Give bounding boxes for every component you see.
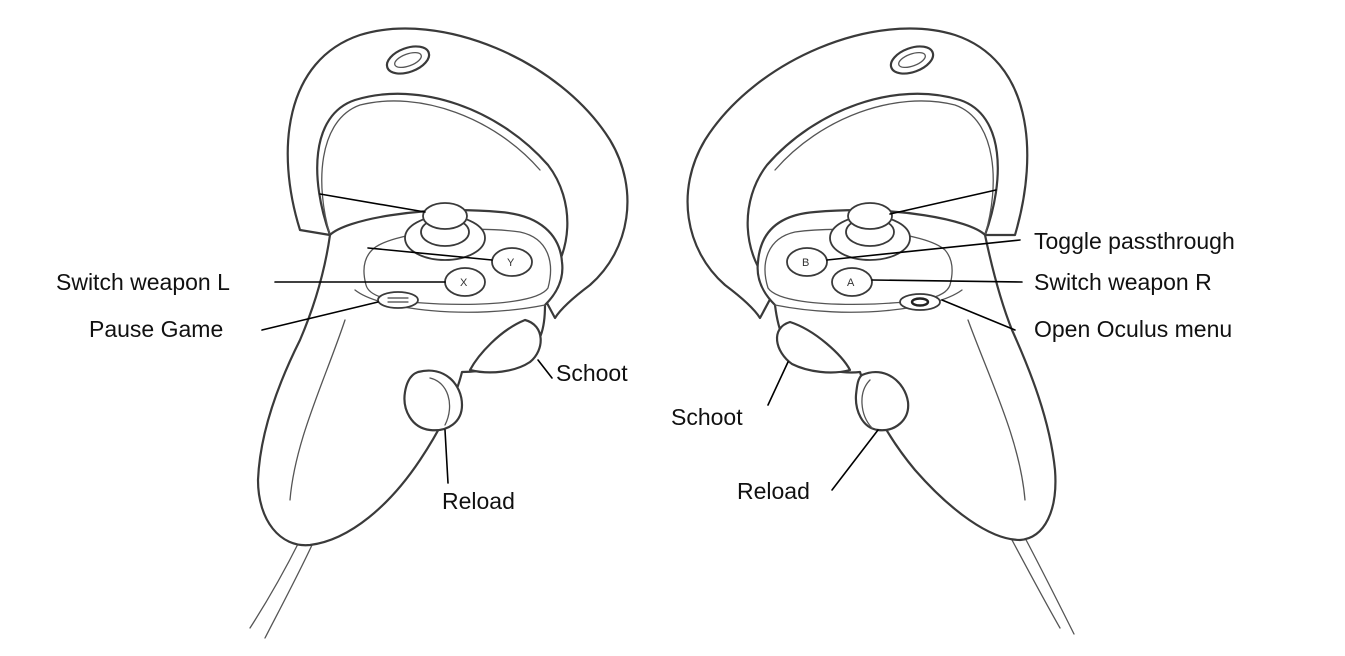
left-x-button[interactable]: X xyxy=(444,267,486,297)
left-y-leader xyxy=(367,247,493,261)
right-ring-slot-inner xyxy=(898,51,926,69)
left-x-button-glyph: X xyxy=(460,277,468,289)
right-grip-leader xyxy=(831,429,879,491)
right-b-button[interactable]: B xyxy=(786,247,828,277)
label-right-shoot: Schoot xyxy=(671,404,743,430)
left-tracking-ring xyxy=(286,27,629,320)
left-menu-leader xyxy=(261,301,379,331)
label-left-reload: Reload xyxy=(442,488,515,514)
left-y-button[interactable]: Y xyxy=(491,247,533,277)
right-trigger[interactable] xyxy=(775,320,852,374)
left-controller-cable xyxy=(249,539,301,629)
left-y-button-glyph: Y xyxy=(507,257,515,269)
label-left-shoot: Schoot xyxy=(556,360,628,386)
right-trigger-leader xyxy=(767,361,789,406)
right-b-button-glyph: B xyxy=(802,257,809,269)
right-a-button[interactable]: A xyxy=(831,267,873,297)
right-controller-cable xyxy=(1011,539,1061,629)
right-body-contour xyxy=(774,289,963,313)
left-trigger-leader xyxy=(537,359,553,379)
right-thumbstick[interactable] xyxy=(847,202,893,230)
left-controller: Y X Switch weapon L Pause Game Schoot xyxy=(56,27,629,639)
left-body-contour-2 xyxy=(289,319,346,501)
label-switch-weapon-l: Switch weapon L xyxy=(56,269,230,295)
left-grip-leader xyxy=(444,429,449,484)
label-toggle-passthrough: Toggle passthrough xyxy=(1034,228,1235,254)
label-switch-weapon-r: Switch weapon R xyxy=(1034,269,1212,295)
label-right-reload: Reload xyxy=(737,478,810,504)
label-open-oculus-menu: Open Oculus menu xyxy=(1034,316,1232,342)
left-grip-button[interactable] xyxy=(403,369,464,432)
right-thumbstick-leader xyxy=(889,189,997,215)
right-oculus-button[interactable] xyxy=(899,293,941,311)
right-controller: B A Toggle passthrough Switch weapon R O… xyxy=(671,27,1235,635)
right-body-contour-2 xyxy=(967,319,1026,501)
right-tracking-ring xyxy=(686,27,1029,320)
left-trigger[interactable] xyxy=(468,318,542,374)
left-ring-slot-inner xyxy=(394,51,422,69)
left-ring-inner-edge xyxy=(321,100,541,236)
right-b-leader xyxy=(826,239,1021,261)
left-thumbstick-leader xyxy=(319,193,426,213)
left-body-contour xyxy=(354,289,546,313)
right-a-button-glyph: A xyxy=(847,277,855,289)
right-oculus-leader xyxy=(941,299,1016,331)
left-thumbstick[interactable] xyxy=(422,202,468,230)
label-pause-game: Pause Game xyxy=(89,316,223,342)
oculus-icon xyxy=(910,297,930,307)
right-controller-cable-2 xyxy=(1023,535,1075,635)
right-ring-inner-edge xyxy=(774,100,994,236)
right-a-leader xyxy=(871,279,1023,283)
left-menu-button[interactable] xyxy=(377,291,419,309)
left-controller-cable-2 xyxy=(264,544,313,639)
